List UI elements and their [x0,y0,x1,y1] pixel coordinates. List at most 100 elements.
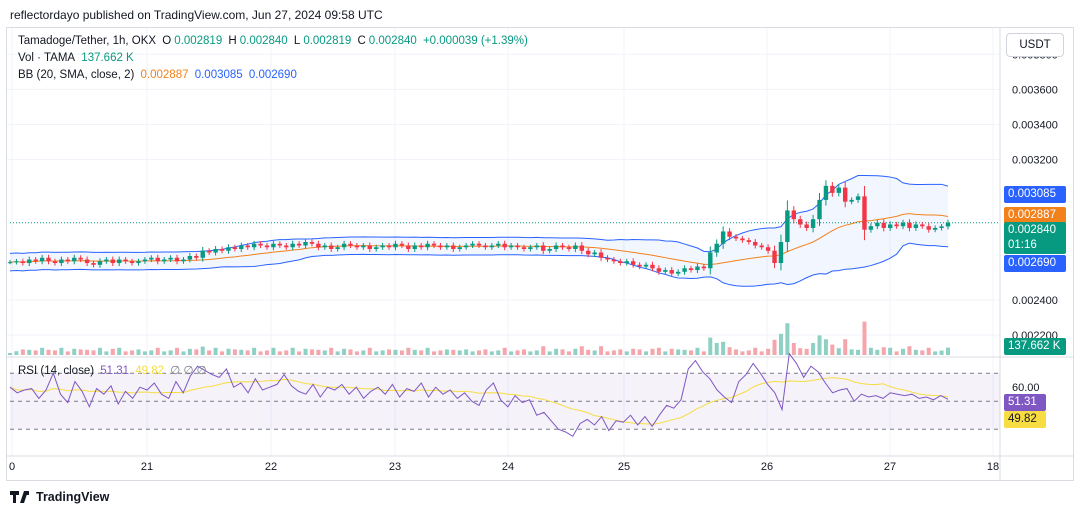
candle-body [97,261,103,265]
candle-body [579,245,584,251]
volume-bar [804,348,809,355]
bar-countdown: 01:16 [1008,239,1037,251]
volume-bar [913,349,918,355]
bollinger-bands [9,175,1000,287]
volume-bar [483,349,488,355]
volume-bar [380,350,385,355]
symbol-title: Tamadoge/Tether, 1h, OKX [18,35,157,47]
candle-body [688,268,694,271]
volume-bar [528,351,533,355]
volume-label: Vol · TAMA [18,52,76,64]
volume-bar [309,349,314,355]
candle-body [194,256,199,258]
volume-bar [676,349,681,355]
volume-bar [303,348,308,355]
candlesticks [7,180,951,277]
volume-bar [316,349,321,355]
candle-body [669,270,674,274]
candle-body [900,222,906,227]
candle-body [451,245,456,250]
candle-body [932,227,938,230]
volume-bar [46,349,51,355]
volume-bar [91,350,96,355]
bb-label: BB (20, SMA, close, 2) [18,69,135,81]
candle-body [380,245,385,248]
candle-body [476,243,482,246]
volume-bar [579,346,584,355]
volume-bar [907,346,912,355]
candle-body [785,210,790,242]
last-price-tag: 0.002840 01:16 [1004,222,1066,254]
volume-bar [496,350,501,355]
rsi-ma-value: 49.82 [135,365,165,377]
y-tick-label: 0.003600 [1012,84,1058,96]
volume-bar [856,349,861,355]
rsi-ma-tag: 49.82 [1004,411,1046,428]
candle-body [438,245,443,248]
rsi-value: 51.31 [100,365,130,377]
high-value: 0.002840 [239,35,288,47]
candle-body [200,250,205,258]
candle-body [753,241,758,246]
candle-body [39,257,45,262]
bb-fill [10,175,948,287]
candle-body [303,241,308,246]
volume-bar [104,351,109,355]
volume-bar [52,350,57,355]
volume-bar [59,347,64,355]
candle-body [322,245,328,248]
volume-bar [663,351,668,355]
volume-bar [200,346,205,355]
x-tick-label: 25 [618,461,630,473]
close-label: C [357,35,366,47]
volume-bar [354,351,359,355]
volume-bar [881,347,886,355]
volume-bar [766,348,771,355]
volume-bar [566,351,571,355]
grid-lines [7,28,1074,481]
volume-bar [406,347,411,355]
candle-body [232,247,238,250]
candle-body [27,259,32,264]
volume-bar [862,321,867,355]
candle-body [59,259,64,264]
tradingview-logo[interactable]: TradingView [10,490,109,504]
candle-body [142,259,148,262]
candle-body [804,224,809,228]
volume-bar [387,349,392,355]
candle-body [862,196,867,230]
volume-bar [27,349,32,355]
volume-bar [631,348,636,355]
candle-body [316,243,321,248]
candle-body [348,243,353,246]
volume-bar [14,351,19,355]
candle-body [296,243,302,246]
candle-body [72,257,77,262]
volume-bar [849,349,854,355]
candle-body [457,247,462,250]
tradingview-logo-icon [10,491,29,503]
candle-body [463,245,469,248]
legend-volume-line: Vol · TAMA 137.662 K [18,52,137,64]
candle-body [682,268,687,272]
bb-lower-line [9,242,949,287]
volume-bar [843,339,848,355]
rsi-extra: ∅ ∅ ∅ [170,365,207,377]
volume-bar [791,343,796,355]
currency-button[interactable]: USDT [1006,33,1064,57]
volume-bar [117,347,122,355]
candle-body [425,243,430,248]
candle-body [104,259,109,262]
volume-bar [226,348,231,355]
volume-bar [611,350,616,355]
volume-bar [181,351,186,355]
candle-body [534,245,540,248]
volume-bar [541,346,546,355]
candle-body [714,243,719,253]
volume-bar [746,350,751,355]
volume-bar [348,349,353,355]
change-value: +0.000039 (+1.39%) [422,35,528,47]
candle-body [271,243,276,248]
volume-bar [432,351,437,355]
